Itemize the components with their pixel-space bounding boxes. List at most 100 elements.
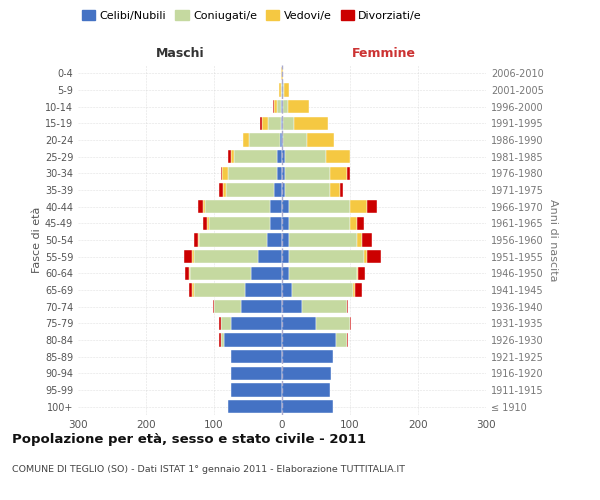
Bar [197,200,203,213]
Bar [221,166,222,180]
Bar [357,234,362,246]
Bar [185,266,189,280]
Bar [184,250,192,264]
Bar [277,100,281,114]
Bar [203,216,206,230]
Bar [281,100,282,114]
Text: COMUNE DI TEGLIO (SO) - Dati ISTAT 1° gennaio 2011 - Elaborazione TUTTITALIA.IT: COMUNE DI TEGLIO (SO) - Dati ISTAT 1° ge… [12,466,405,474]
Bar [286,166,329,180]
Bar [282,150,286,164]
Bar [340,184,343,196]
Bar [267,234,282,246]
Bar [205,200,270,213]
Bar [262,116,268,130]
Bar [282,200,289,213]
Bar [209,216,270,230]
Bar [286,150,326,164]
Bar [347,300,348,314]
Bar [223,184,226,196]
Bar [189,266,190,280]
Bar [282,300,302,314]
Bar [358,266,365,280]
Bar [282,266,289,280]
Bar [292,284,353,296]
Bar [221,316,231,330]
Bar [283,100,288,114]
Bar [274,100,277,114]
Bar [277,166,282,180]
Bar [282,234,289,246]
Bar [283,116,293,130]
Bar [282,316,316,330]
Bar [273,100,274,114]
Bar [288,100,308,114]
Bar [282,166,286,180]
Bar [260,116,262,130]
Bar [268,116,281,130]
Bar [220,316,221,330]
Bar [214,300,241,314]
Bar [281,84,282,96]
Bar [194,284,245,296]
Bar [282,184,286,196]
Bar [235,150,277,164]
Bar [220,184,223,196]
Bar [283,84,284,96]
Text: Femmine: Femmine [352,47,416,60]
Bar [197,234,199,246]
Text: Popolazione per età, sesso e stato civile - 2011: Popolazione per età, sesso e stato civil… [12,432,366,446]
Bar [289,216,350,230]
Bar [241,300,282,314]
Bar [282,284,292,296]
Bar [282,84,283,96]
Bar [231,316,282,330]
Bar [221,334,224,346]
Bar [357,216,364,230]
Bar [289,266,357,280]
Bar [212,300,214,314]
Bar [231,384,282,396]
Bar [282,400,333,413]
Bar [282,334,337,346]
Bar [226,184,274,196]
Bar [194,234,197,246]
Bar [282,250,289,264]
Bar [329,184,340,196]
Bar [353,284,355,296]
Bar [350,200,367,213]
Bar [280,134,282,146]
Bar [316,316,350,330]
Bar [350,216,357,230]
Bar [220,334,221,346]
Bar [364,250,367,264]
Y-axis label: Anni di nascita: Anni di nascita [548,198,557,281]
Bar [289,200,350,213]
Bar [282,366,331,380]
Bar [227,166,277,180]
Bar [282,100,283,114]
Bar [289,234,357,246]
Bar [282,216,289,230]
Bar [189,284,192,296]
Bar [277,150,282,164]
Bar [282,350,333,364]
Bar [282,134,283,146]
Bar [289,250,364,264]
Bar [284,84,289,96]
Bar [206,216,209,230]
Bar [251,266,282,280]
Bar [222,166,227,180]
Bar [190,266,251,280]
Bar [194,250,258,264]
Bar [347,166,350,180]
Bar [242,134,250,146]
Bar [326,150,350,164]
Bar [281,116,282,130]
Bar [329,166,347,180]
Bar [350,316,352,330]
Bar [283,134,307,146]
Bar [279,84,281,96]
Bar [367,250,380,264]
Bar [282,116,283,130]
Bar [199,234,267,246]
